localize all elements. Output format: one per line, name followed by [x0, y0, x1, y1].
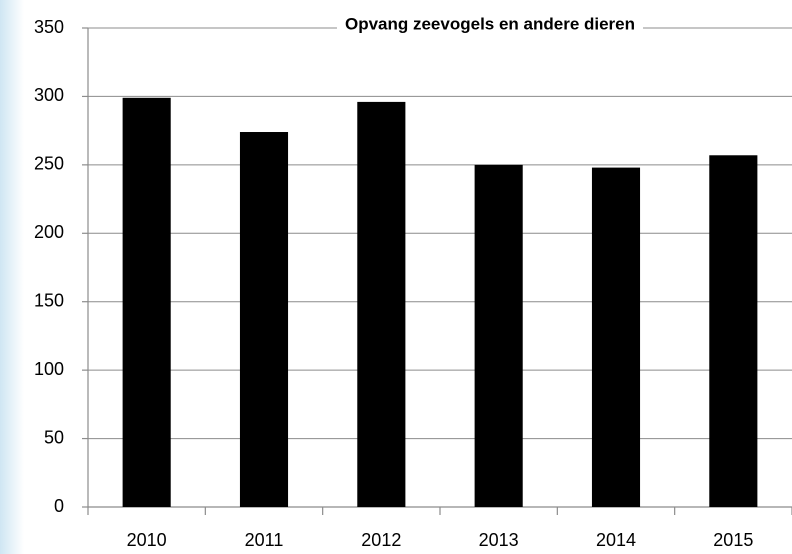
y-tick-label: 0 — [54, 496, 64, 516]
x-tick-label: 2014 — [596, 530, 636, 550]
bar — [591, 167, 641, 507]
x-tick-label: 2012 — [361, 530, 401, 550]
x-tick-label: 2015 — [713, 530, 753, 550]
y-tick-label: 300 — [34, 85, 64, 105]
bar — [709, 155, 758, 507]
y-tick-label: 250 — [34, 154, 64, 174]
x-tick-label: 2013 — [479, 530, 519, 550]
bar — [122, 97, 171, 507]
y-tick-label: 150 — [34, 290, 64, 310]
x-tick-label: 2011 — [245, 530, 284, 550]
bar — [239, 132, 289, 508]
y-tick-label: 200 — [34, 222, 64, 242]
chart-title: Opvang zeevogels en andere dieren — [345, 14, 635, 33]
title-background — [336, 12, 644, 36]
y-tick-label: 100 — [34, 359, 64, 379]
y-tick-label: 50 — [44, 427, 64, 447]
edge-shade — [0, 0, 24, 554]
y-tick-label: 350 — [34, 17, 64, 37]
x-tick-label: 2010 — [127, 530, 167, 550]
bar — [357, 101, 406, 507]
bar — [474, 164, 523, 507]
